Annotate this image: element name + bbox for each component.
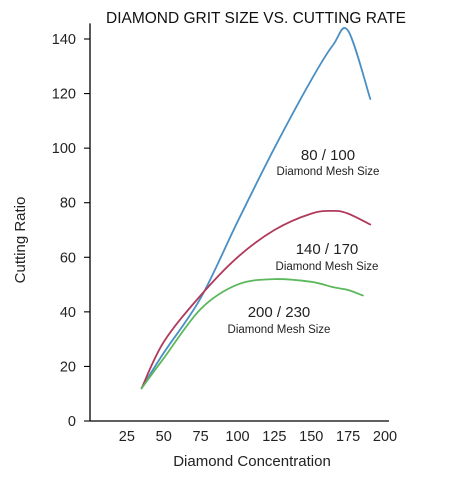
chart-title: DIAMOND GRIT SIZE VS. CUTTING RATE [106, 10, 406, 27]
series-line-200-230 [140, 278, 364, 390]
y-tick-label: 100 [52, 141, 76, 157]
axis-ticks: 0 20 40 60 80 100 120 140 25 50 75 100 125 150 175 200 [52, 32, 397, 445]
series-lines [140, 27, 372, 390]
annotation-80-100: 80 / 100 Diamond Mesh Size [277, 147, 380, 178]
y-tick-label: 60 [60, 250, 76, 266]
x-tick-label: 175 [336, 429, 360, 445]
x-tick-label: 50 [156, 429, 172, 445]
x-axis-title: Diamond Concentration [173, 453, 331, 470]
annotations: 80 / 100 Diamond Mesh Size 140 / 170 Diamon… [228, 147, 380, 336]
annotation-200-230: 200 / 230 Diamond Mesh Size [228, 304, 331, 336]
y-tick-label: 40 [60, 305, 76, 321]
series-line-80-100 [140, 27, 372, 390]
y-tick-label: 120 [52, 87, 76, 103]
y-tick-label: 0 [68, 414, 76, 430]
annotation-140-170: 140 / 170 Diamond Mesh Size [276, 241, 379, 273]
annotation-sublabel: Diamond Mesh Size [276, 261, 379, 273]
x-tick-label: 200 [373, 429, 397, 445]
y-tick-label: 140 [52, 32, 76, 48]
annotation-label: 140 / 170 [296, 241, 359, 258]
x-tick-label: 150 [299, 429, 323, 445]
axes [89, 23, 389, 422]
y-axis-title: Cutting Ratio [12, 197, 29, 284]
x-tick-label: 25 [119, 429, 135, 445]
x-tick-label: 100 [225, 429, 249, 445]
series-line-140-170 [140, 209, 372, 390]
x-tick-label: 125 [262, 429, 286, 445]
annotation-sublabel: Diamond Mesh Size [277, 166, 380, 178]
annotation-label: 200 / 230 [248, 304, 311, 321]
y-tick-label: 80 [60, 196, 76, 212]
y-tick-label: 20 [60, 359, 76, 375]
x-tick-label: 75 [193, 429, 209, 445]
annotation-label: 80 / 100 [301, 147, 355, 164]
annotation-sublabel: Diamond Mesh Size [228, 324, 331, 336]
